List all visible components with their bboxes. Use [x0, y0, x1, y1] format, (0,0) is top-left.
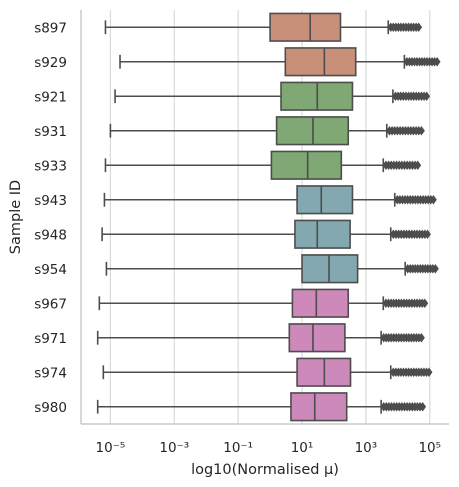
y-tick-label: s967	[34, 296, 67, 312]
x-tick-label: 10⁻¹	[223, 440, 253, 456]
grid-lines	[109, 10, 431, 424]
y-tick-labels: s897 s929 s921 s931 s933 s943 s948 s954 s967 s971…	[34, 20, 67, 416]
outlier-point	[418, 126, 425, 136]
y-tick-label: s948	[34, 227, 67, 243]
box-iqr	[291, 288, 350, 318]
box-group-s943	[103, 185, 437, 215]
box-series	[96, 12, 441, 422]
y-tick-label: s933	[34, 158, 67, 174]
x-tick-label: 10⁻³	[159, 440, 189, 456]
outlier-point	[430, 195, 437, 205]
y-tick-label: s931	[34, 124, 67, 140]
box-group-s980	[96, 392, 427, 422]
x-tick-label: 10⁵	[418, 440, 441, 456]
box-group-s948	[101, 219, 431, 249]
y-tick-label: s954	[34, 262, 67, 278]
x-tick-labels: 10⁻⁵ 10⁻³ 10⁻¹ 10¹ 10³ 10⁵	[96, 440, 442, 456]
box-group-s933	[104, 150, 422, 180]
axes	[80, 10, 449, 425]
y-tick-label: s897	[34, 20, 67, 36]
outlier-point	[433, 57, 441, 67]
box-iqr	[270, 150, 343, 180]
box-group-s954	[105, 254, 439, 284]
box-iqr	[294, 219, 351, 249]
outlier-point	[423, 91, 431, 101]
outlier-point	[415, 22, 423, 32]
x-axis-title: log10(Normalised μ)	[191, 462, 339, 478]
outlier-point	[424, 229, 431, 239]
y-tick-label: s974	[34, 365, 67, 381]
box-iqr	[301, 254, 359, 284]
x-tick-label: 10¹	[291, 440, 314, 456]
outlier-point	[414, 160, 422, 170]
box-group-s897	[104, 12, 423, 42]
box-group-s974	[102, 357, 433, 387]
outlier-point	[418, 333, 425, 343]
box-group-s929	[119, 47, 441, 77]
box-iqr	[269, 12, 342, 42]
y-tick-label: s971	[34, 331, 67, 347]
x-tick-label: 10⁻⁵	[96, 440, 126, 456]
box-iqr	[296, 185, 354, 215]
outlier-point	[421, 298, 429, 308]
box-group-s931	[109, 116, 425, 146]
box-iqr	[284, 47, 357, 77]
box-iqr	[288, 323, 346, 353]
y-tick-label: s980	[34, 400, 67, 416]
x-tick-label: 10³	[355, 440, 378, 456]
y-axis-title: Sample ID	[8, 180, 24, 254]
outlier-point	[425, 367, 433, 377]
box-group-s967	[98, 288, 429, 318]
box-group-s971	[96, 323, 425, 353]
box-iqr	[290, 392, 348, 422]
y-tick-label: s921	[34, 89, 67, 105]
y-tick-label: s929	[34, 55, 67, 71]
outlier-point	[419, 402, 427, 412]
y-tick-label: s943	[34, 193, 67, 209]
outlier-point	[432, 264, 439, 274]
box-group-s921	[114, 81, 431, 111]
